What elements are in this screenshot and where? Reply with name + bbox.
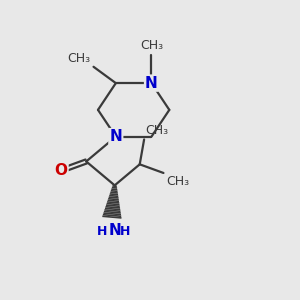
Text: H: H <box>120 225 130 238</box>
Text: CH₃: CH₃ <box>68 52 91 65</box>
Text: CH₃: CH₃ <box>146 124 169 137</box>
Text: H: H <box>97 225 107 238</box>
Text: N: N <box>108 223 121 238</box>
Text: CH₃: CH₃ <box>140 39 163 52</box>
Text: N: N <box>145 76 158 91</box>
Text: O: O <box>55 163 68 178</box>
Text: N: N <box>110 129 122 144</box>
Text: CH₃: CH₃ <box>166 175 189 188</box>
